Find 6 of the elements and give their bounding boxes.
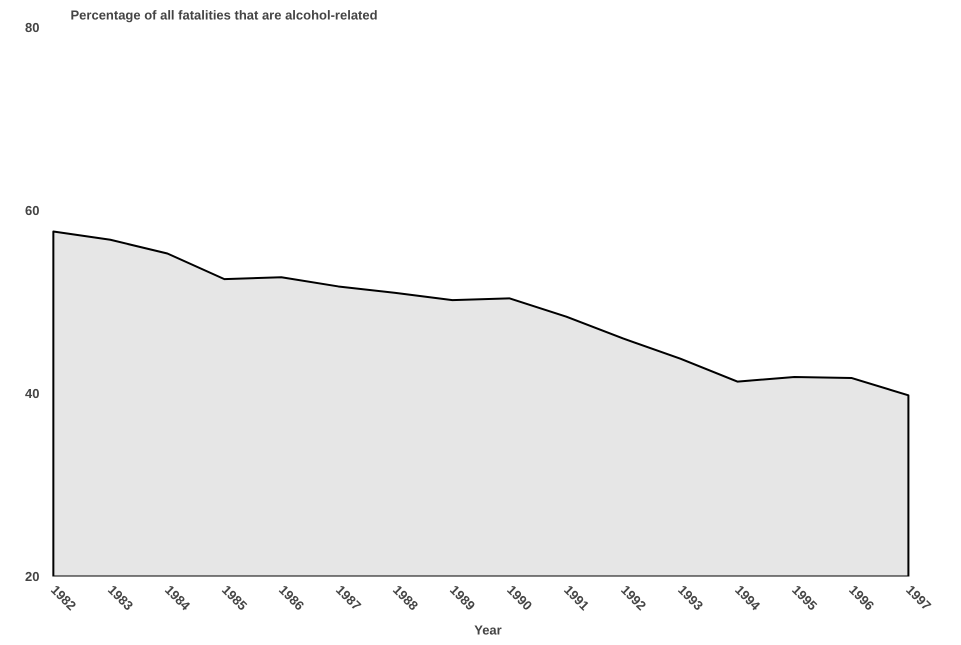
y-tick-label: 40 — [25, 386, 40, 401]
y-tick-label: 20 — [25, 569, 40, 584]
chart-title: Percentage of all fatalities that are alcohol-related — [70, 8, 378, 22]
x-axis-title: Year — [474, 622, 502, 638]
y-tick-label: 60 — [25, 203, 40, 218]
y-tick-label: 80 — [25, 20, 40, 35]
